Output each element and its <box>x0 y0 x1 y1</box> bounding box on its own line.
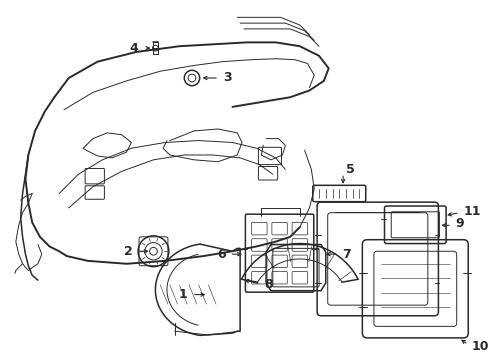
Text: 11: 11 <box>463 205 480 218</box>
Text: 3: 3 <box>223 72 231 85</box>
Text: 6: 6 <box>217 248 225 261</box>
Text: 10: 10 <box>470 340 488 353</box>
Text: 5: 5 <box>346 163 354 176</box>
Text: 8: 8 <box>264 278 273 291</box>
Text: 4: 4 <box>129 42 138 55</box>
Text: 1: 1 <box>178 288 187 301</box>
Text: 2: 2 <box>123 245 132 258</box>
Text: 7: 7 <box>342 248 350 261</box>
Text: 9: 9 <box>455 217 464 230</box>
